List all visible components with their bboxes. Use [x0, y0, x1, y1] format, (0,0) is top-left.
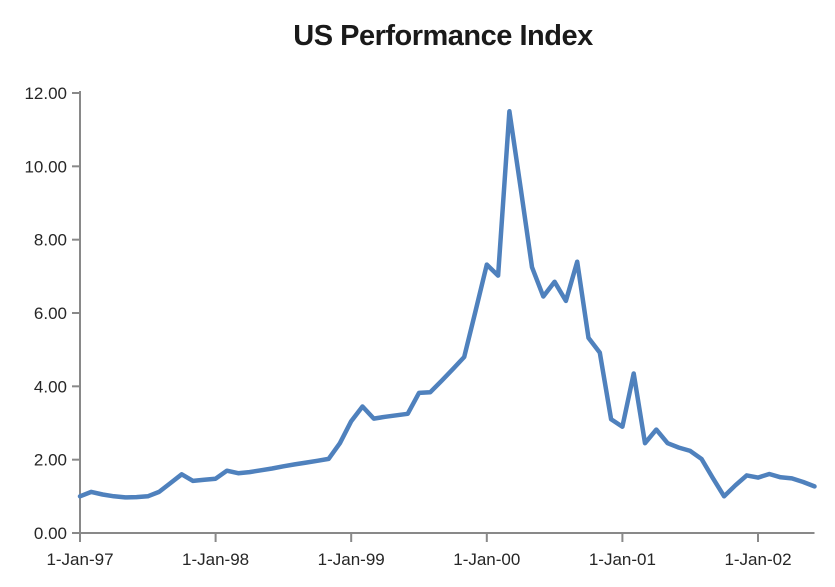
x-tick-label: 1-Jan-97 [46, 550, 113, 569]
x-tick-label: 1-Jan-01 [589, 550, 656, 569]
x-tick-label: 1-Jan-99 [318, 550, 385, 569]
x-tick-label: 1-Jan-00 [453, 550, 520, 569]
x-tick-label: 1-Jan-02 [724, 550, 791, 569]
y-tick-label: 6.00 [34, 304, 67, 323]
x-tick-label: 1-Jan-98 [182, 550, 249, 569]
y-tick-label: 10.00 [24, 157, 67, 176]
y-tick-label: 12.00 [24, 84, 67, 103]
y-tick-label: 0.00 [34, 524, 67, 543]
data-line [77, 109, 817, 500]
y-tick-label: 2.00 [34, 451, 67, 470]
y-tick-label: 8.00 [34, 231, 67, 250]
y-tick-label: 4.00 [34, 377, 67, 396]
chart-title: US Performance Index [293, 20, 593, 52]
